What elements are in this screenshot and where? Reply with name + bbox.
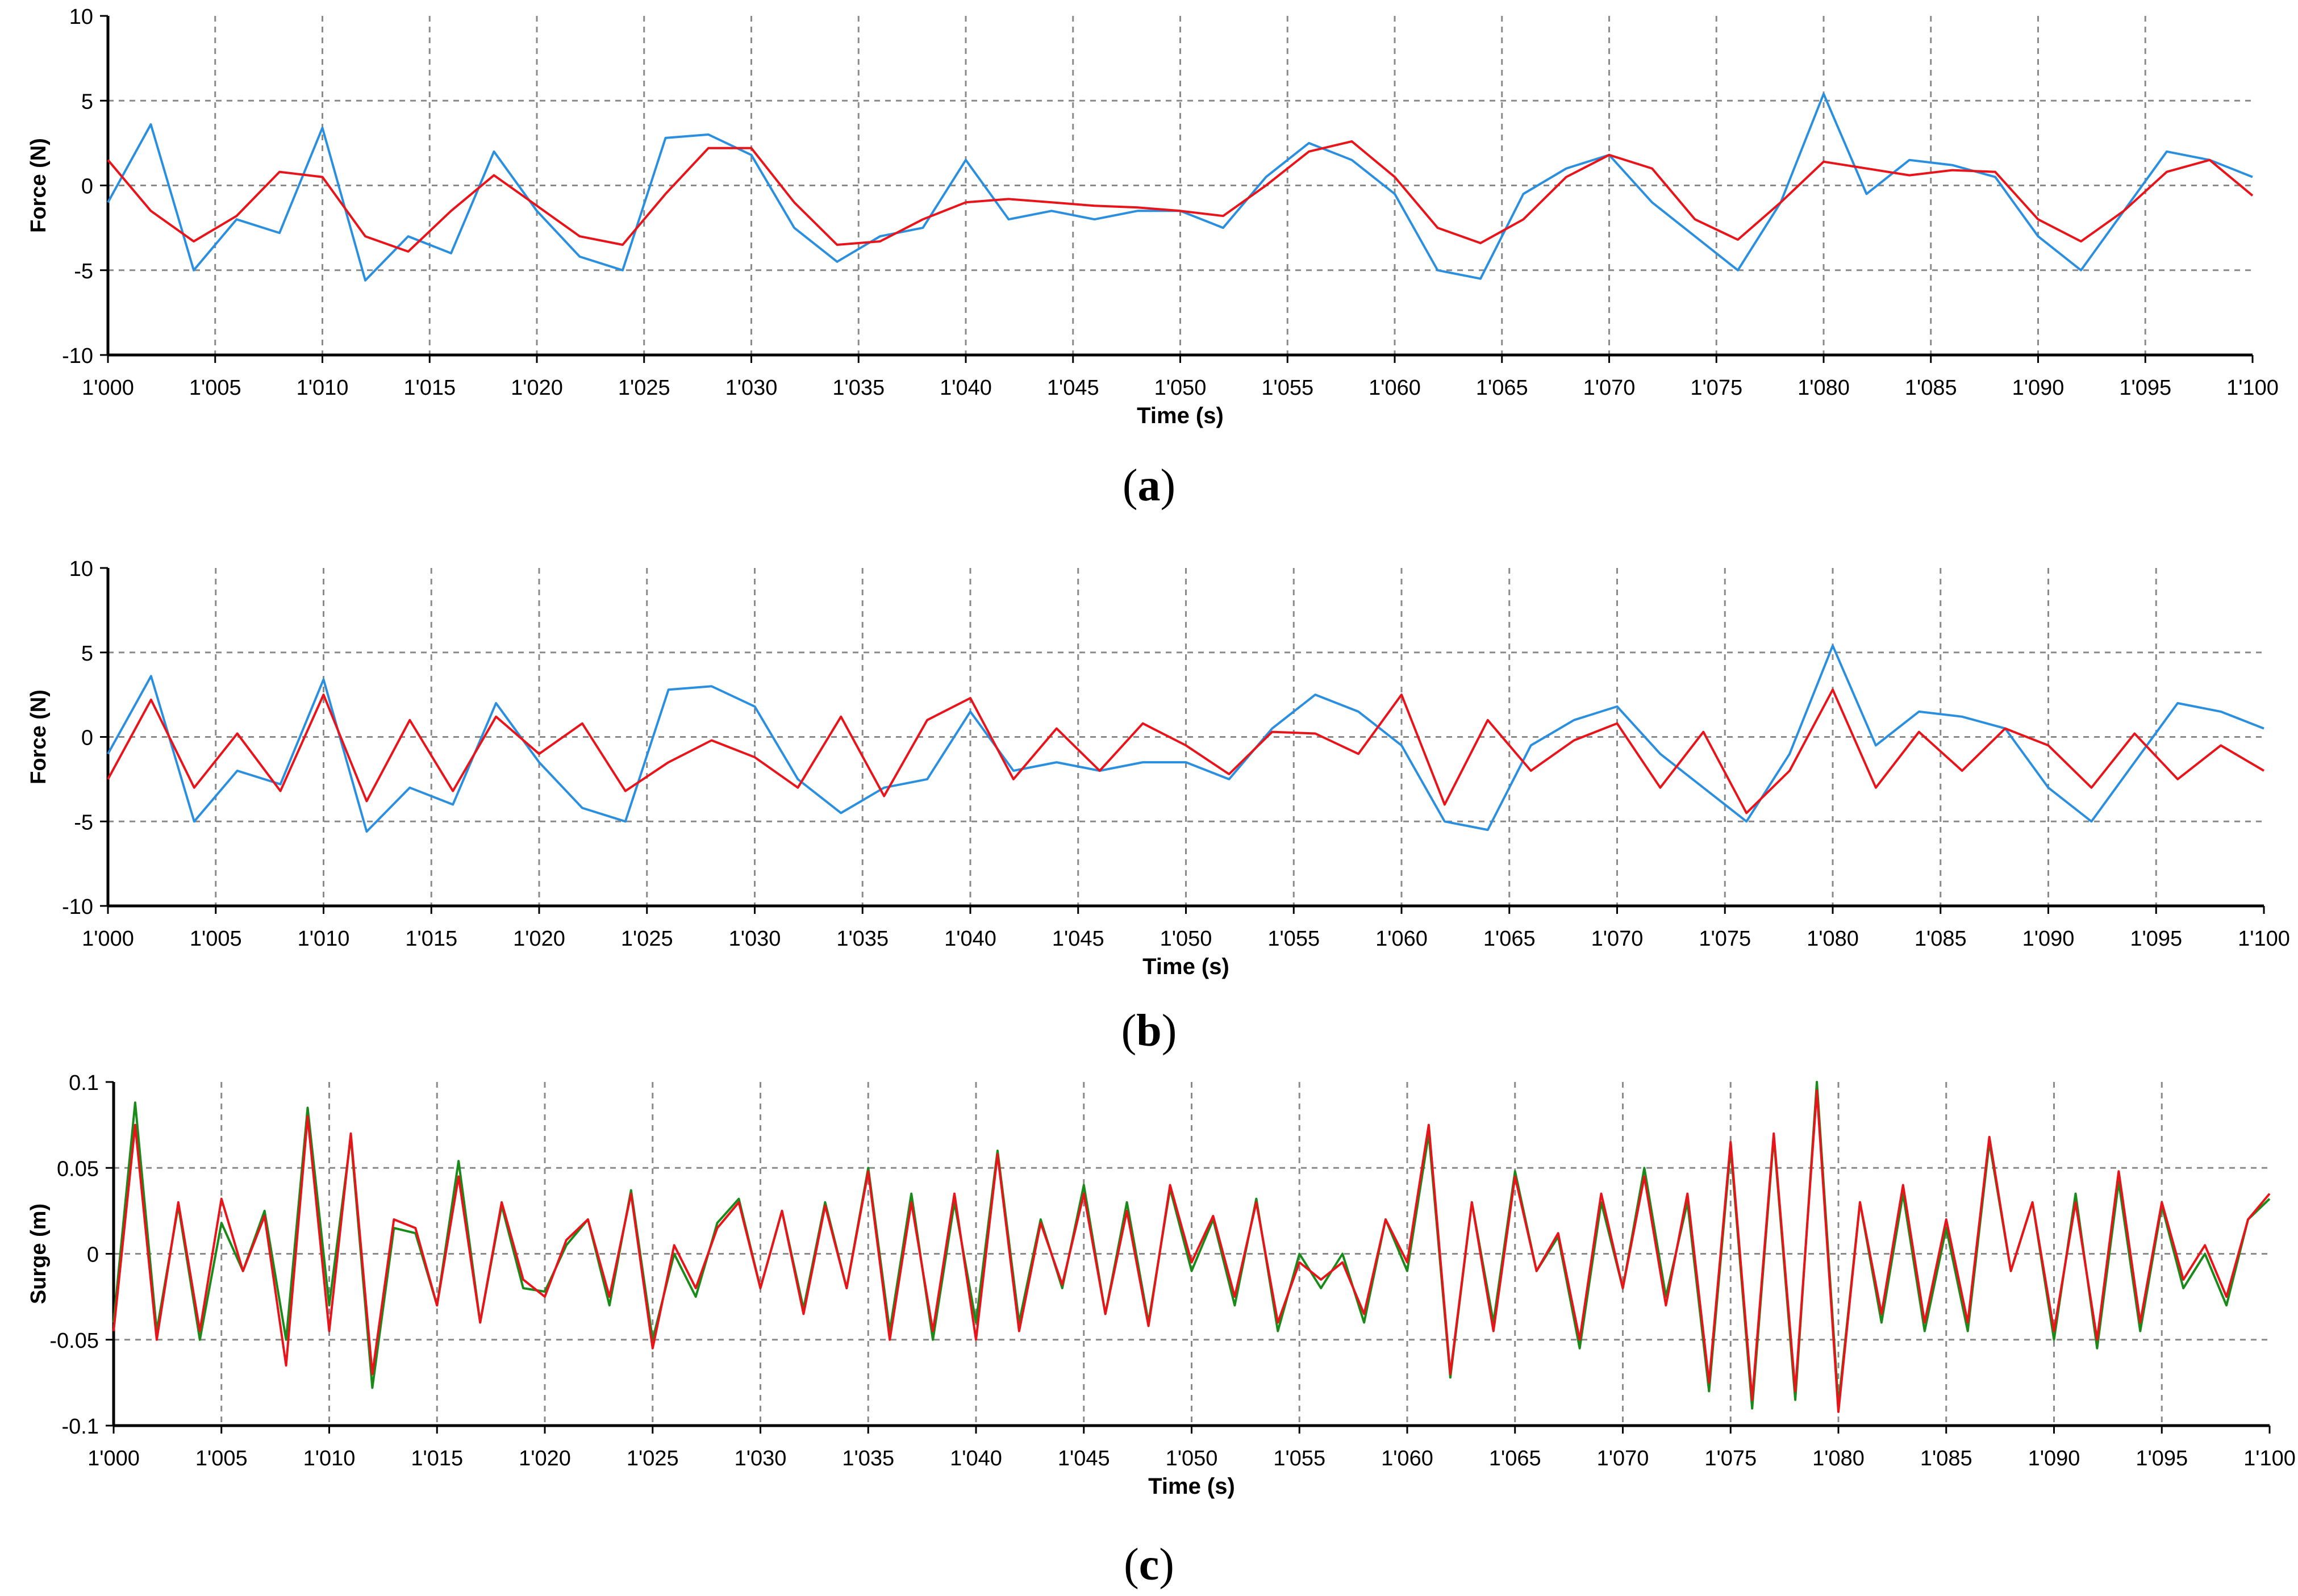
chart-a-y-tick-label: 10 [69,5,93,29]
chart-a-y-tick-label: -5 [74,260,93,283]
chart-b-x-tick-label: 1'060 [1375,927,1428,951]
chart-a-y-tick-label: 5 [81,90,93,114]
chart-b-y-axis-label: Force (N) [27,690,51,784]
chart-c-y-tick-label: 0.1 [69,1071,99,1095]
chart-b-x-tick-label: 1'035 [836,927,889,951]
chart-c-x-tick-label: 1'065 [1489,1447,1541,1470]
chart-a-x-tick-label: 1'090 [2012,376,2065,400]
chart-a-x-tick-label: 1'015 [403,376,456,400]
chart-a-y-tick-label: -10 [62,344,93,368]
chart-c-x-tick-label: 1'050 [1166,1447,1218,1470]
chart-c-x-tick-label: 1'080 [1812,1447,1865,1470]
chart-b-x-tick-label: 1'000 [82,927,134,951]
chart-c-x-tick-label: 1'045 [1058,1447,1110,1470]
chart-a-x-tick-label: 1'100 [2226,376,2279,400]
chart-a-x-tick-label: 1'055 [1261,376,1313,400]
chart-b-y-tick-label: -5 [74,810,93,834]
chart-c-x-axis-label: Time (s) [1148,1474,1235,1499]
chart-c-x-tick-label: 1'010 [303,1447,356,1470]
chart-c-x-tick-label: 1'090 [2028,1447,2080,1470]
chart-c-surge: 1'000 1'005 1'010 1'015 1'020 1'025 1'030 1'035… [27,1071,2296,1499]
chart-b-x-tick-label: 1'040 [944,927,996,951]
chart-a-x-tick-label: 1'095 [2119,376,2171,400]
chart-a-x-tick-label: 1'020 [511,376,563,400]
chart-c-y-tick-label: -0.05 [49,1329,99,1353]
chart-c-x-tick-label: 1'070 [1597,1447,1649,1470]
chart-a-x-tick-label: 1'050 [1154,376,1207,400]
chart-c-x-tick-label: 1'095 [2136,1447,2188,1470]
chart-b-y-tick-label: 10 [69,557,93,581]
chart-b-x-tick-label: 1'010 [298,927,350,951]
chart-b-x-tick-label: 1'070 [1591,927,1644,951]
chart-a-x-tick-label: 1'045 [1047,376,1099,400]
chart-a-x-tick-label: 1'070 [1583,376,1636,400]
caption-b-letter: b [1136,1006,1162,1056]
chart-b-x-tick-label: 1'015 [405,927,457,951]
chart-b-x-axis-label: Time (s) [1142,954,1229,979]
chart-c-x-tick-label: 1'000 [87,1447,140,1470]
chart-c-x-tick-label: 1'035 [842,1447,894,1470]
chart-a-x-tick-label: 1'025 [618,376,670,400]
chart-a-x-tick-label: 1'060 [1369,376,1421,400]
chart-a-series-1 [107,93,2253,282]
chart-a-series-2 [107,140,2254,253]
chart-b-series-2 [107,688,2265,814]
chart-b-y-tick-label: 5 [81,642,93,666]
chart-b-x-tick-label: 1'030 [729,927,781,951]
chart-a-y-tick-label: 0 [81,175,93,199]
chart-a-x-axis-label: Time (s) [1137,403,1224,428]
chart-a-force: 1'000 1'005 1'010 1'015 1'020 1'025 1'030 1'035… [27,5,2279,428]
chart-c-series-2 [112,1089,2271,1413]
chart-c-x-tick-label: 1'015 [411,1447,463,1470]
chart-b-y-tick-label: -10 [62,895,93,919]
chart-a-x-tick-label: 1'035 [832,376,885,400]
chart-c-y-tick-label: -0.1 [62,1415,99,1439]
chart-c-x-tick-label: 1'005 [195,1447,248,1470]
chart-b-x-tick-label: 1'080 [1807,927,1859,951]
chart-c-y-axis-label: Surge (m) [27,1204,51,1304]
chart-b-x-tick-label: 1'005 [190,927,242,951]
chart-c-x-tick-label: 1'085 [1920,1447,1972,1470]
chart-a-x-tick-label: 1'085 [1905,376,1957,400]
caption-a: (a) [1122,461,1176,511]
caption-a-letter: a [1137,461,1161,511]
chart-b-x-tick-label: 1'095 [2130,927,2182,951]
chart-c-x-tick-label: 1'025 [627,1447,679,1470]
chart-a-x-tick-label: 1'080 [1797,376,1850,400]
chart-c-x-tick-label: 1'020 [519,1447,571,1470]
caption-c: (c) [1124,1540,1174,1590]
chart-b-force: 1'000 1'005 1'010 1'015 1'020 1'025 1'030 1'035… [27,557,2290,979]
chart-a-x-tick-label: 1'040 [940,376,992,400]
chart-b-y-tick-label: 0 [81,726,93,750]
chart-a-x-tick-label: 1'005 [189,376,241,400]
chart-b-series-1 [107,644,2264,833]
caption-c-letter: c [1138,1540,1160,1590]
chart-b-x-tick-label: 1'045 [1052,927,1104,951]
chart-c-x-tick-label: 1'075 [1704,1447,1757,1470]
chart-b-x-tick-label: 1'050 [1160,927,1212,951]
chart-b-x-tick-label: 1'055 [1267,927,1320,951]
chart-c-y-tick-label: 0.05 [57,1157,99,1181]
caption-b: (b) [1121,1006,1177,1056]
chart-b-x-tick-label: 1'025 [621,927,673,951]
chart-c-x-tick-label: 1'100 [2243,1447,2296,1470]
chart-b-x-tick-label: 1'100 [2238,927,2290,951]
chart-a-y-axis-label: Force (N) [27,138,51,233]
chart-a-x-tick-label: 1'010 [297,376,349,400]
chart-c-x-tick-label: 1'055 [1273,1447,1325,1470]
chart-c-y-tick-label: 0 [87,1243,99,1267]
chart-b-x-tick-label: 1'090 [2022,927,2075,951]
chart-c-x-tick-label: 1'060 [1381,1447,1433,1470]
chart-b-x-tick-label: 1'075 [1699,927,1751,951]
chart-a-x-tick-label: 1'065 [1476,376,1528,400]
chart-c-x-tick-label: 1'040 [950,1447,1002,1470]
chart-b-x-tick-label: 1'020 [513,927,565,951]
chart-a-x-tick-label: 1'000 [82,376,134,400]
chart-a-x-tick-label: 1'075 [1690,376,1742,400]
chart-c-x-tick-label: 1'030 [735,1447,787,1470]
chart-a-x-tick-label: 1'030 [725,376,778,400]
chart-b-x-tick-label: 1'085 [1915,927,1967,951]
chart-b-x-tick-label: 1'065 [1483,927,1536,951]
